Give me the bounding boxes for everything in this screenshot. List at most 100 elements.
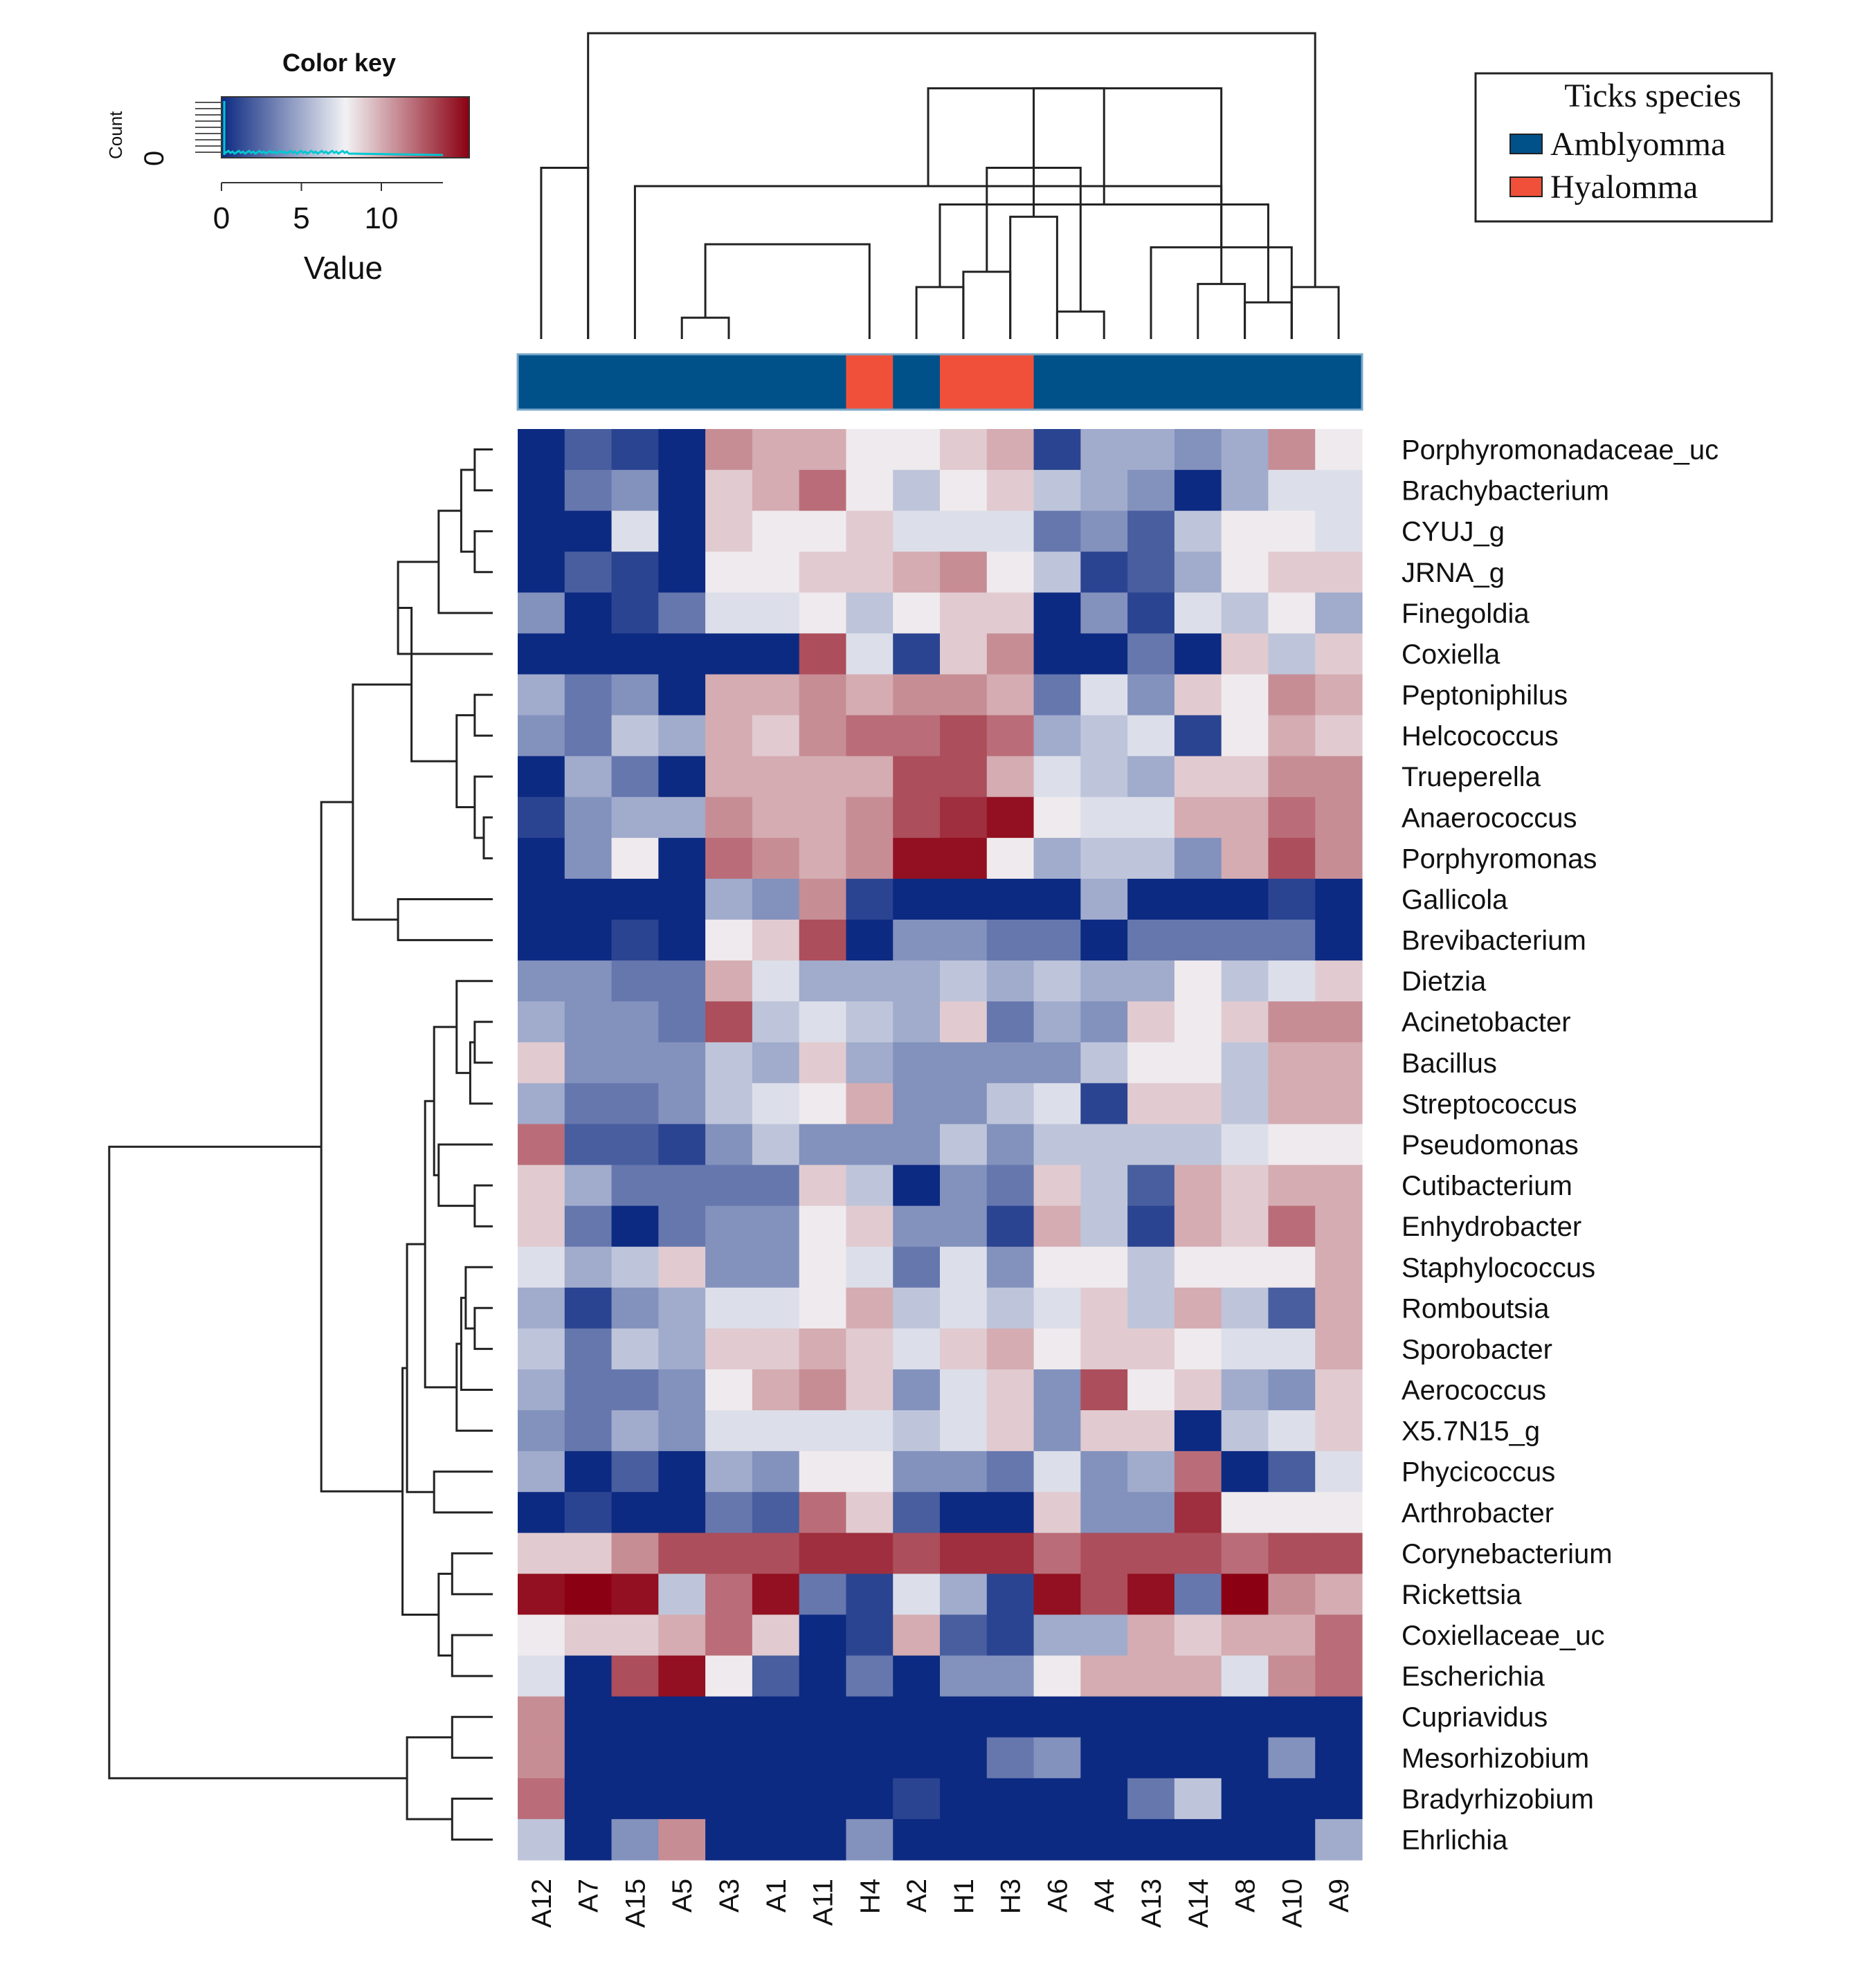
heatmap-cell <box>518 920 565 961</box>
heatmap-cell <box>846 1410 894 1452</box>
color-key-swatch <box>407 97 410 158</box>
row-label: Helcococcus <box>1402 721 1559 751</box>
heatmap-cell <box>1221 429 1269 471</box>
heatmap-cell <box>1174 960 1222 1002</box>
heatmap-cell <box>705 1451 753 1493</box>
heatmap-cell <box>846 1696 894 1738</box>
column-label: A9 <box>1324 1879 1354 1913</box>
heatmap-cell <box>986 1328 1035 1370</box>
heatmap-cell <box>658 715 706 757</box>
heatmap-cell <box>1315 470 1363 511</box>
heatmap-cell <box>564 1696 613 1738</box>
heatmap-cell <box>658 1655 706 1697</box>
heatmap-cell <box>611 796 659 839</box>
heatmap-cell <box>1033 674 1081 716</box>
heatmap-cell <box>658 1492 706 1533</box>
dendrogram-branch <box>451 1715 493 1759</box>
heatmap-cell <box>752 511 800 552</box>
heatmap-cell <box>705 1574 753 1616</box>
dendrogram-branch <box>473 1184 493 1228</box>
heatmap-cell <box>1221 633 1269 675</box>
heatmap-cell <box>1268 1369 1316 1411</box>
heatmap-cell <box>846 1001 894 1043</box>
color-key-swatch <box>430 97 433 158</box>
color-key-swatch <box>444 97 447 158</box>
species-bar-cell <box>705 354 753 410</box>
column-label: A8 <box>1231 1879 1261 1913</box>
heatmap-cell <box>1033 470 1081 511</box>
heatmap-cell <box>705 1205 753 1248</box>
heatmap-cell <box>518 837 565 879</box>
heatmap-cell <box>658 1533 706 1574</box>
color-key-swatch <box>401 97 404 158</box>
heatmap-cell <box>1080 1492 1128 1533</box>
heatmap-cell <box>846 1165 894 1207</box>
heatmap-cell <box>846 674 894 716</box>
heatmap-cell <box>1315 1328 1363 1370</box>
heatmap-cell <box>846 1369 894 1411</box>
heatmap-cell <box>1221 1818 1269 1861</box>
heatmap-cell <box>611 1083 659 1125</box>
heatmap-cell <box>658 1165 706 1207</box>
heatmap-cell <box>1033 1410 1081 1452</box>
heatmap-cell <box>1080 960 1128 1002</box>
heatmap-cell <box>799 1410 847 1452</box>
heatmap-cell <box>940 1737 988 1779</box>
heatmap-cell <box>705 1533 753 1574</box>
heatmap-cell <box>986 1287 1035 1329</box>
color-key-swatch <box>262 97 266 158</box>
heatmap-cell <box>518 1818 565 1861</box>
heatmap-cell <box>893 1655 941 1697</box>
dendrogram-branch <box>633 185 1223 339</box>
heatmap-cell <box>1268 1205 1316 1248</box>
heatmap-cell <box>658 1246 706 1288</box>
heatmap-cell <box>986 1042 1035 1084</box>
heatmap-cell <box>564 674 613 716</box>
species-bar-cell <box>986 354 1035 410</box>
heatmap-cell <box>940 837 988 879</box>
heatmap-cell <box>1315 920 1363 961</box>
heatmap-cell <box>1174 429 1222 471</box>
row-label: Trueperella <box>1402 762 1541 792</box>
color-key-swatch <box>304 97 307 158</box>
heatmap-cell <box>752 878 800 920</box>
color-key-swatch <box>382 97 386 158</box>
heatmap-cell <box>986 1369 1035 1411</box>
row-label: Sporobacter <box>1402 1334 1552 1365</box>
heatmap-cell <box>1315 837 1363 879</box>
heatmap-cell <box>846 1287 894 1329</box>
heatmap-cell <box>518 1165 565 1207</box>
heatmap-cell <box>893 1492 941 1533</box>
heatmap-cell <box>1080 1410 1128 1452</box>
color-key-swatch <box>426 97 429 158</box>
heatmap-cell <box>1080 837 1128 879</box>
column-label: H4 <box>855 1879 885 1914</box>
heatmap-cell <box>893 429 941 471</box>
dendrogram-branch <box>962 271 1012 339</box>
heatmap-cell <box>1315 592 1363 635</box>
color-key-swatch <box>320 97 323 158</box>
color-key-swatch <box>417 97 421 158</box>
heatmap-cell <box>799 470 847 511</box>
color-key-swatch <box>349 97 352 158</box>
heatmap-cell <box>1127 1083 1175 1125</box>
heatmap-cell <box>1315 1165 1363 1207</box>
heatmap-cell <box>658 1696 706 1738</box>
heatmap-cell <box>1268 1696 1316 1738</box>
heatmap-cell <box>1268 1737 1316 1779</box>
color-key-swatch <box>229 97 233 158</box>
heatmap-cell <box>1127 1818 1175 1861</box>
heatmap-cell <box>1080 633 1128 675</box>
heatmap-cell <box>564 1001 613 1043</box>
heatmap-cell <box>1268 592 1316 635</box>
heatmap-cell <box>518 1124 565 1166</box>
heatmap-cell <box>799 1655 847 1697</box>
color-key-swatch <box>361 97 365 158</box>
dendrogram-branch <box>451 1552 493 1596</box>
heatmap-cell <box>705 633 753 675</box>
dendrogram-branch <box>473 530 493 574</box>
heatmap-cell <box>518 674 565 716</box>
heatmap-cell <box>1174 1287 1222 1329</box>
row-label: Staphylococcus <box>1402 1252 1595 1283</box>
heatmap-cell <box>1174 592 1222 635</box>
